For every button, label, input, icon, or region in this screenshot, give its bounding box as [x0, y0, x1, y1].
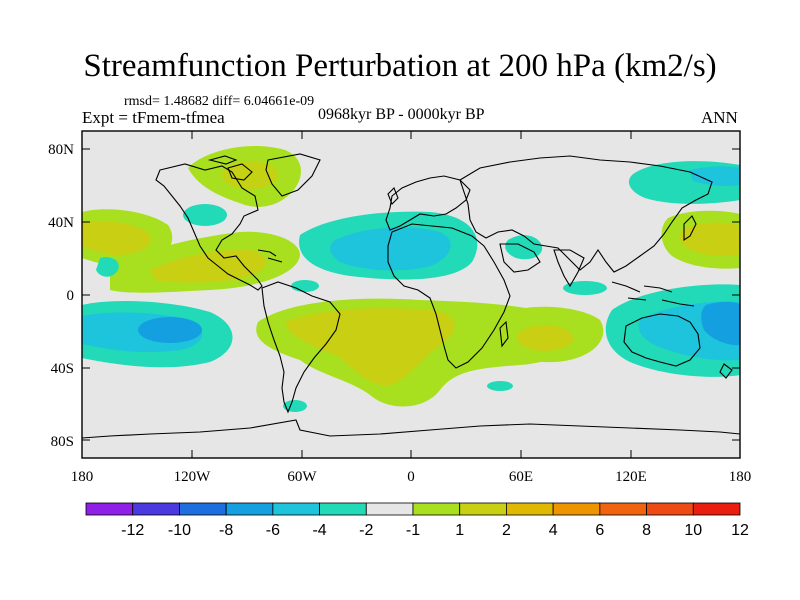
region-central-america	[96, 231, 300, 293]
region-north-pacific-west	[661, 210, 740, 269]
lat-label: 40N	[48, 215, 74, 231]
coast-north-america	[155, 163, 263, 291]
colorbar-label: -4	[312, 522, 326, 539]
colorbar-label: 10	[684, 522, 702, 539]
colorbar-box	[692, 502, 741, 516]
colorbar-box	[365, 502, 414, 516]
lon-label: 180	[729, 469, 752, 485]
lat-axis: 80N 40N 0 40S 80S	[48, 142, 740, 450]
colorbar-label: -6	[266, 522, 280, 539]
coast-arctic-islands	[207, 155, 253, 181]
colorbar-label: 2	[502, 522, 511, 539]
coast-new-zealand	[719, 363, 733, 379]
colorbar-box	[412, 502, 461, 516]
colorbar-label: -12	[121, 522, 144, 539]
lat-label: 80N	[48, 142, 74, 158]
lon-axis: 180 120W 60W 0 60E 120E 180	[71, 131, 752, 485]
region-australia	[605, 284, 740, 377]
region-indian-ocean	[490, 306, 604, 363]
colorbar-label: 8	[642, 522, 651, 539]
colorbar-box	[506, 502, 554, 516]
colorbar-box	[599, 502, 647, 516]
lon-label: 60E	[509, 469, 533, 485]
coast-japan	[683, 215, 697, 242]
region-siberia	[628, 161, 740, 204]
lon-label: 120E	[615, 469, 647, 485]
coast-south-america	[261, 281, 341, 414]
coastlines	[82, 153, 740, 439]
lat-label: 40S	[51, 361, 74, 377]
colorbar-label: -10	[168, 522, 191, 539]
coast-antarctica	[82, 419, 740, 439]
coast-india	[553, 249, 585, 288]
colorbar-boxes	[85, 502, 741, 516]
colorbar-box	[552, 502, 601, 516]
colorbar-box	[225, 502, 274, 516]
lon-label: 120W	[174, 469, 212, 485]
colorbar-box	[132, 502, 180, 516]
coast-madagascar	[499, 320, 509, 348]
coast-africa	[387, 223, 511, 369]
coast-caribbean	[257, 249, 283, 263]
colorbar-label: -1	[406, 522, 420, 539]
coast-australia	[623, 313, 701, 367]
region-south-atlantic-patch	[487, 381, 513, 391]
coast-greenland	[265, 153, 321, 197]
colorbar-box	[179, 502, 227, 516]
experiment-label: Expt = tFmem-tfmea	[82, 108, 225, 127]
colorbar-label: 4	[549, 522, 558, 539]
coast-british-isles	[387, 187, 399, 205]
colorbar-box	[272, 502, 320, 516]
stats-text: rmsd= 1.48682 diff= 6.04661e-09	[124, 94, 315, 109]
colorbar-box	[459, 502, 507, 516]
colorbar-label: 6	[595, 522, 604, 539]
colorbar: -12 -10 -8 -6 -4 -2 -1 1 2 4 6 8 10 12	[85, 502, 749, 539]
lon-label: 60W	[287, 469, 317, 485]
colorbar-label: 12	[731, 522, 749, 539]
region-drake-patch	[283, 400, 307, 412]
colorbar-label: -8	[219, 522, 233, 539]
coast-se-asia-islands	[611, 281, 695, 307]
coast-europe	[385, 175, 471, 231]
region-tropical-patch	[291, 280, 319, 292]
colorbar-box	[319, 502, 367, 516]
colorbar-labels: -12 -10 -8 -6 -4 -2 -1 1 2 4 6 8 10 12	[121, 522, 749, 539]
colorbar-box	[85, 502, 134, 516]
region-east-pacific-south	[82, 300, 233, 368]
colorbar-label: -2	[359, 522, 373, 539]
figure-title: Streamfunction Perturbation at 200 hPa (…	[83, 48, 717, 84]
lon-label: 180	[71, 469, 94, 485]
colorbar-label: 1	[455, 522, 464, 539]
colorbar-box	[646, 502, 694, 516]
coast-asia	[459, 155, 713, 273]
lat-label: 80S	[51, 434, 74, 450]
region-equatorial-patch	[563, 281, 607, 295]
lat-label: 0	[67, 288, 75, 304]
lon-label: 0	[407, 469, 415, 485]
coast-arabia	[499, 243, 541, 273]
season-label: ANN	[701, 108, 738, 127]
period-label: 0968kyr BP - 0000kyr BP	[318, 106, 485, 123]
